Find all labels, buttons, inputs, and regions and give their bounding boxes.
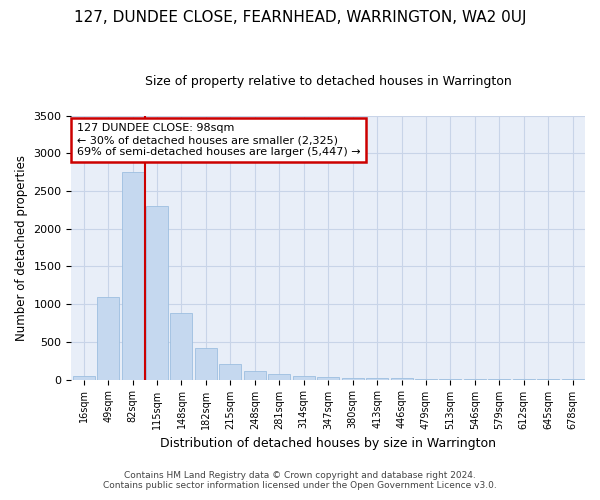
Bar xyxy=(146,206,168,380)
Text: 127, DUNDEE CLOSE, FEARNHEAD, WARRINGTON, WA2 0UJ: 127, DUNDEE CLOSE, FEARNHEAD, WARRINGTON… xyxy=(74,10,526,25)
Title: Size of property relative to detached houses in Warrington: Size of property relative to detached ho… xyxy=(145,75,512,88)
Bar xyxy=(391,378,413,380)
Bar xyxy=(415,378,437,380)
Bar xyxy=(73,376,95,380)
Y-axis label: Number of detached properties: Number of detached properties xyxy=(15,154,28,340)
Bar xyxy=(317,377,339,380)
Bar xyxy=(220,364,241,380)
Bar xyxy=(268,374,290,380)
Bar xyxy=(293,376,315,380)
X-axis label: Distribution of detached houses by size in Warrington: Distribution of detached houses by size … xyxy=(160,437,496,450)
Bar xyxy=(244,372,266,380)
Bar xyxy=(366,378,388,380)
Bar xyxy=(97,296,119,380)
Bar xyxy=(122,172,143,380)
Bar xyxy=(195,348,217,380)
Bar xyxy=(170,313,193,380)
Bar xyxy=(439,379,461,380)
Text: 127 DUNDEE CLOSE: 98sqm
← 30% of detached houses are smaller (2,325)
69% of semi: 127 DUNDEE CLOSE: 98sqm ← 30% of detache… xyxy=(77,124,360,156)
Text: Contains HM Land Registry data © Crown copyright and database right 2024.
Contai: Contains HM Land Registry data © Crown c… xyxy=(103,470,497,490)
Bar xyxy=(341,378,364,380)
